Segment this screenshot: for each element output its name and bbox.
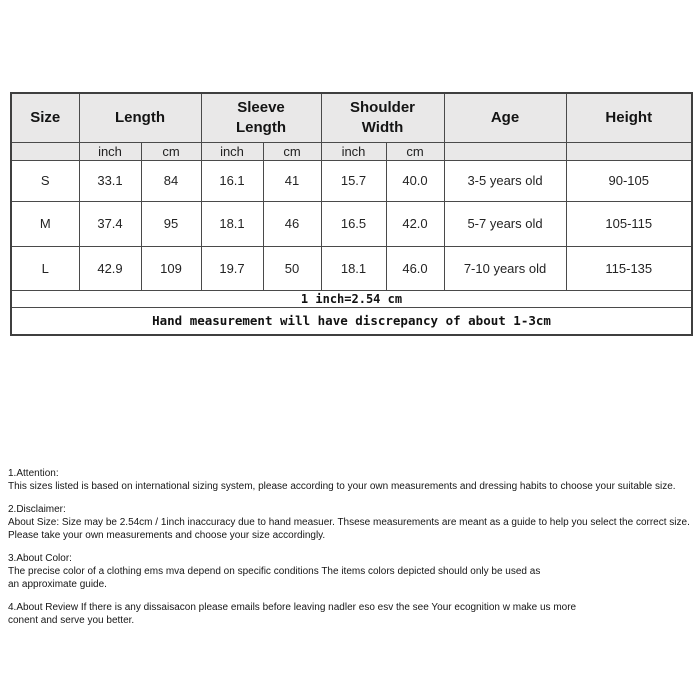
unit-cell: cm — [385, 141, 445, 161]
table-row-size-m: M 37.4 95 18.1 46 16.5 42.0 5-7 years ol… — [10, 200, 693, 247]
shoulder-inch-cell: 18.1 — [320, 245, 387, 291]
footnote-text: Please take your own measurements and ch… — [8, 530, 326, 541]
footnote-text: 4.About Review If there is any dissaisac… — [8, 602, 577, 613]
footnote-heading: 1.Attention: — [8, 468, 59, 479]
unit-cell: inch — [78, 141, 142, 161]
sleeve-inch-cell: 19.7 — [200, 245, 264, 291]
footnote-text: an approximate guide. — [8, 579, 107, 590]
footnote-disclaimer: 2.Disclaimer: About Size: Size may be 2.… — [8, 503, 698, 542]
footnote-heading: 3.About Color: — [8, 553, 72, 564]
sleeve-cm-cell: 46 — [262, 200, 322, 247]
footnote-text: The precise color of a clothing ems mva … — [8, 566, 541, 577]
sleeve-cm-cell: 50 — [262, 245, 322, 291]
length-inch-cell: 37.4 — [78, 200, 142, 247]
length-inch-cell: 33.1 — [78, 159, 142, 202]
sleeve-inch-cell: 18.1 — [200, 200, 264, 247]
unit-cell: cm — [140, 141, 202, 161]
height-cell: 115-135 — [565, 245, 693, 291]
size-cell: L — [10, 245, 80, 291]
size-chart-table: Size Length Sleeve Length Shoulder Width… — [10, 92, 694, 336]
length-cm-cell: 109 — [140, 245, 202, 291]
height-cell: 90-105 — [565, 159, 693, 202]
age-cell: 7-10 years old — [443, 245, 567, 291]
col-header-sleeve-length: Sleeve Length — [200, 92, 322, 143]
measurement-discrepancy-note: Hand measurement will have discrepancy o… — [10, 306, 693, 336]
footnote-text: This sizes listed is based on internatio… — [8, 481, 676, 492]
sleeve-cm-cell: 41 — [262, 159, 322, 202]
table-row-size-l: L 42.9 109 19.7 50 18.1 46.0 7-10 years … — [10, 245, 693, 291]
header-row: Size Length Sleeve Length Shoulder Width… — [10, 92, 693, 143]
shoulder-inch-cell: 15.7 — [320, 159, 387, 202]
unit-cell: inch — [200, 141, 264, 161]
size-cell: M — [10, 200, 80, 247]
shoulder-cm-cell: 46.0 — [385, 245, 445, 291]
col-header-size: Size — [10, 92, 80, 143]
unit-cell-empty — [10, 141, 80, 161]
footnotes-section: 1.Attention: This sizes listed is based … — [8, 467, 698, 637]
col-header-age: Age — [443, 92, 567, 143]
unit-cell-empty — [443, 141, 567, 161]
unit-cell: cm — [262, 141, 322, 161]
size-cell: S — [10, 159, 80, 202]
unit-row: inch cm inch cm inch cm — [10, 141, 693, 161]
footnote-text: conent and serve you better. — [8, 615, 135, 626]
table-row-size-s: S 33.1 84 16.1 41 15.7 40.0 3-5 years ol… — [10, 159, 693, 202]
inch-conversion-note-row: 1 inch=2.54 cm — [10, 289, 693, 308]
measurement-discrepancy-note-row: Hand measurement will have discrepancy o… — [10, 306, 693, 336]
footnote-heading: 2.Disclaimer: — [8, 504, 66, 515]
age-cell: 3-5 years old — [443, 159, 567, 202]
unit-cell: inch — [320, 141, 387, 161]
col-header-length: Length — [78, 92, 202, 143]
length-inch-cell: 42.9 — [78, 245, 142, 291]
footnote-text: About Size: Size may be 2.54cm / 1inch i… — [8, 517, 690, 528]
shoulder-cm-cell: 42.0 — [385, 200, 445, 247]
age-cell: 5-7 years old — [443, 200, 567, 247]
col-header-shoulder-width: Shoulder Width — [320, 92, 445, 143]
sleeve-inch-cell: 16.1 — [200, 159, 264, 202]
length-cm-cell: 95 — [140, 200, 202, 247]
inch-conversion-note: 1 inch=2.54 cm — [10, 289, 693, 308]
footnote-about-color: 3.About Color: The precise color of a cl… — [8, 552, 698, 591]
footnote-about-review: 4.About Review If there is any dissaisac… — [8, 601, 698, 627]
length-cm-cell: 84 — [140, 159, 202, 202]
shoulder-cm-cell: 40.0 — [385, 159, 445, 202]
footnote-attention: 1.Attention: This sizes listed is based … — [8, 467, 698, 493]
unit-cell-empty — [565, 141, 693, 161]
height-cell: 105-115 — [565, 200, 693, 247]
shoulder-inch-cell: 16.5 — [320, 200, 387, 247]
col-header-height: Height — [565, 92, 693, 143]
